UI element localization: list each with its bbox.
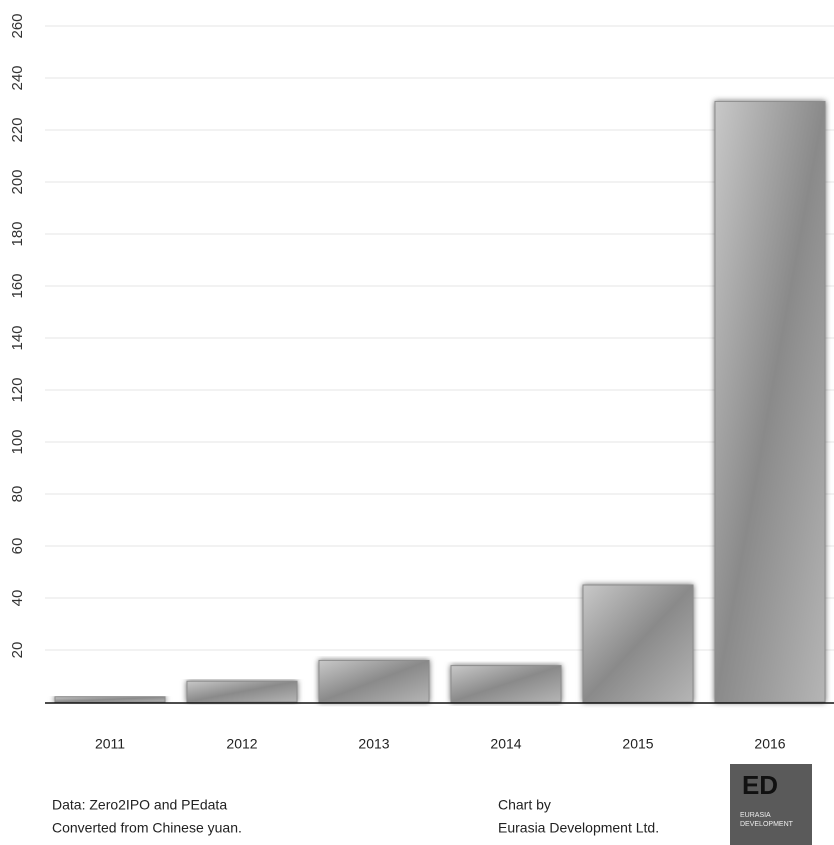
logo-mark: ED	[742, 770, 778, 800]
y-tick-label: 40	[9, 590, 26, 607]
x-tick-label: 2012	[226, 736, 257, 752]
bar	[714, 100, 826, 703]
y-tick-label: 120	[9, 377, 26, 402]
y-tick-label: 20	[9, 642, 26, 659]
y-tick-label: 100	[9, 429, 26, 454]
y-tick-label: 180	[9, 221, 26, 246]
x-tick-label: 2015	[622, 736, 653, 752]
x-tick-label: 2014	[490, 736, 521, 752]
bar	[318, 659, 430, 703]
y-tick-label: 200	[9, 169, 26, 194]
x-tick-label: 2016	[754, 736, 785, 752]
x-tick-label: 2013	[358, 736, 389, 752]
y-tick-label: 60	[9, 538, 26, 555]
source: Data: Zero2IPO and PEdata	[52, 797, 227, 813]
bar	[186, 680, 298, 703]
credit: Eurasia Development Ltd.	[498, 820, 659, 836]
bar	[450, 665, 562, 703]
note: Converted from Chinese yuan.	[52, 820, 242, 836]
logo-box	[730, 764, 812, 845]
plot: 20 40 60 80 100 120 140 160 180 200 220 240 260 2011 2…	[9, 13, 834, 752]
y-tick-label: 80	[9, 486, 26, 503]
y-tick-label: 240	[9, 65, 26, 90]
x-tick-label: 2011	[95, 736, 125, 752]
y-tick-label: 140	[9, 325, 26, 350]
y-tick-label: 160	[9, 273, 26, 298]
y-tick-label: 260	[9, 13, 26, 38]
bar	[54, 696, 166, 703]
credit-label: Chart by	[498, 797, 551, 813]
bar	[582, 584, 694, 703]
logo-line2: DEVELOPMENT	[740, 821, 794, 828]
y-tick-label: 220	[9, 117, 26, 142]
logo-line1: EURASIA	[740, 812, 771, 819]
